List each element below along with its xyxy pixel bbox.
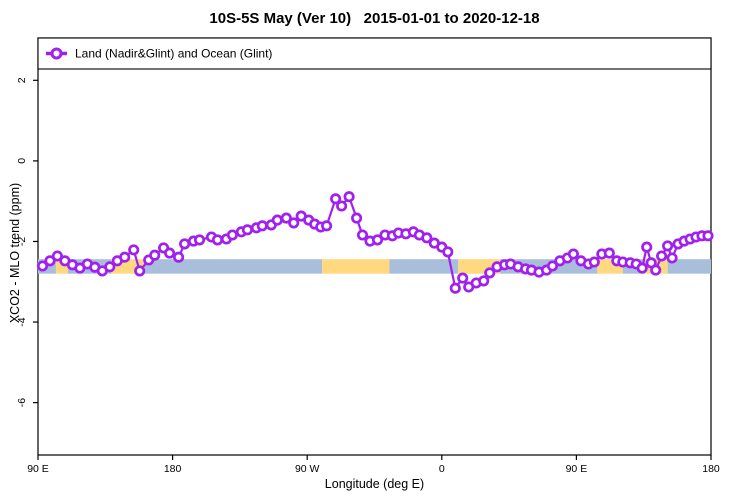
data-point-marker bbox=[442, 246, 454, 258]
data-point-marker bbox=[603, 247, 615, 259]
legend-box bbox=[37, 37, 712, 70]
y-tick-label: 0 bbox=[16, 158, 28, 164]
data-point-marker bbox=[128, 244, 140, 256]
data-point-marker bbox=[336, 200, 348, 212]
data-point-marker bbox=[173, 251, 185, 263]
data-point-marker bbox=[226, 229, 238, 241]
x-tick-label: 90 W bbox=[295, 463, 320, 475]
legend-marker-sample bbox=[50, 47, 63, 60]
data-point-marker bbox=[44, 255, 56, 267]
data-point-marker bbox=[567, 248, 579, 260]
x-tick-label: 180 bbox=[164, 463, 182, 475]
y-axis-label: XCO2 - MLO trend (ppm) bbox=[8, 182, 22, 324]
data-point-marker bbox=[666, 252, 678, 264]
data-point-marker bbox=[343, 191, 355, 203]
data-point-marker bbox=[280, 212, 292, 224]
data-point-marker bbox=[36, 260, 49, 272]
y-tick-label: -6 bbox=[16, 398, 28, 407]
data-point-marker bbox=[641, 241, 653, 253]
data-point-marker bbox=[449, 282, 461, 294]
x-tick-label: 90 E bbox=[566, 463, 588, 475]
data-point-marker bbox=[656, 250, 668, 262]
data-point-marker bbox=[546, 260, 559, 272]
data-point-marker bbox=[330, 193, 342, 205]
data-point-marker bbox=[288, 217, 300, 229]
data-point-marker bbox=[241, 224, 253, 236]
data-point-marker bbox=[371, 234, 384, 246]
data-point-marker bbox=[457, 272, 469, 284]
y-tick-label: -2 bbox=[16, 237, 28, 246]
data-point-marker bbox=[119, 251, 131, 263]
legend-label: Land (Nadir&Glint) and Ocean (Glint) bbox=[75, 47, 272, 61]
data-point-marker bbox=[321, 220, 333, 232]
data-point-marker bbox=[351, 212, 363, 224]
surface-band-segment-blue bbox=[144, 259, 323, 274]
data-point-marker bbox=[164, 247, 176, 259]
data-point-marker bbox=[484, 267, 496, 279]
chart-title: 10S-5S May (Ver 10) 2015-01-01 to 2020-1… bbox=[209, 10, 540, 27]
x-tick-label: 0 bbox=[439, 463, 445, 475]
data-point-marker bbox=[702, 230, 714, 242]
data-point-marker bbox=[662, 240, 674, 252]
data-point-marker bbox=[271, 214, 283, 226]
data-point-marker bbox=[179, 238, 191, 250]
data-point-marker bbox=[478, 275, 490, 287]
data-point-marker bbox=[421, 232, 433, 244]
data-point-marker bbox=[650, 264, 662, 276]
surface-band-segment-yellow bbox=[55, 259, 68, 274]
y-tick-label: -4 bbox=[16, 317, 28, 326]
x-tick-label: 90 E bbox=[27, 463, 49, 475]
y-tick-label: 2 bbox=[16, 77, 28, 83]
data-point-marker bbox=[588, 256, 600, 268]
data-point-marker bbox=[211, 234, 224, 246]
plot-box bbox=[37, 37, 712, 456]
x-axis-label: Longitude (deg E) bbox=[324, 477, 425, 491]
data-point-marker bbox=[356, 229, 369, 241]
surface-band-segment-blue bbox=[389, 259, 459, 274]
data-point-marker bbox=[193, 234, 206, 246]
data-point-marker bbox=[636, 262, 648, 274]
data-point-marker bbox=[104, 261, 116, 273]
data-point-marker bbox=[51, 250, 63, 262]
data-point-marker bbox=[134, 265, 146, 277]
surface-band-segment-blue bbox=[667, 259, 711, 274]
x-tick-label: 180 bbox=[702, 463, 720, 475]
data-point-marker bbox=[256, 220, 268, 232]
data-point-marker bbox=[149, 249, 161, 261]
surface-band-segment-yellow bbox=[322, 259, 390, 274]
